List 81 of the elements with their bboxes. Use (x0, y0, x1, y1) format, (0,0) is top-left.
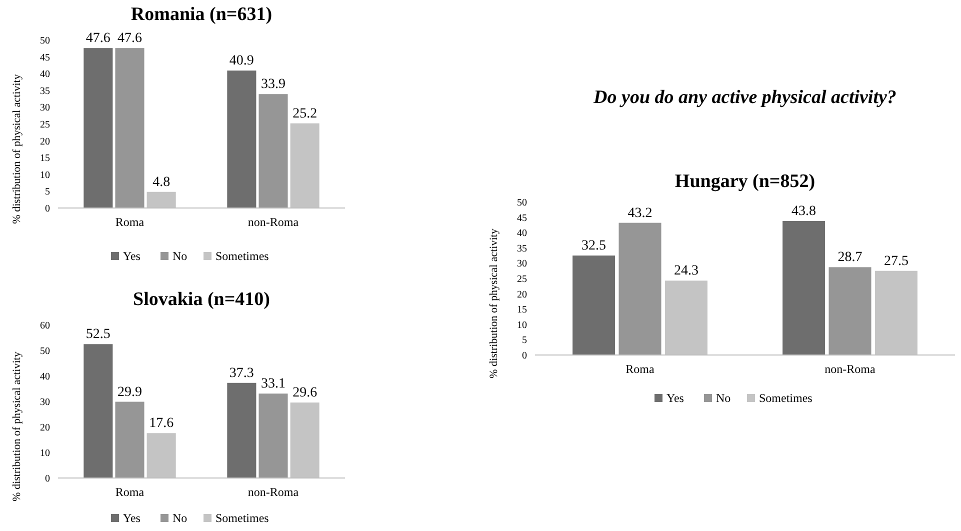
y-tick-label: 50 (40, 346, 50, 357)
data-label: 4.8 (152, 174, 170, 190)
x-tick-label: Roma (626, 362, 655, 376)
y-tick-label: 45 (517, 212, 527, 224)
y-tick-label: 35 (517, 243, 527, 254)
legend-label: No (172, 249, 188, 263)
data-label: 33.1 (261, 376, 286, 392)
y-tick-label: 10 (40, 170, 50, 181)
y-tick-label: 25 (517, 274, 527, 285)
legend-label: Yes (666, 391, 684, 405)
y-tick-label: 20 (40, 422, 50, 434)
data-label: 29.9 (118, 384, 142, 400)
y-tick-label: 5 (522, 335, 527, 346)
bar (227, 382, 256, 478)
data-label: 40.9 (229, 54, 254, 69)
data-label: 32.5 (582, 238, 606, 254)
bar (572, 256, 616, 355)
x-tick-label: non-Roma (248, 215, 300, 229)
data-label: 47.6 (118, 31, 142, 46)
y-axis-title: % distribution of physical activity (11, 351, 23, 502)
bar (84, 48, 113, 208)
y-tick-label: 35 (40, 86, 50, 97)
data-label: 52.5 (86, 327, 110, 342)
legend-label: Yes (123, 249, 141, 263)
y-tick-label: 50 (40, 36, 50, 46)
legend-label: Sometimes (759, 391, 813, 405)
data-label: 24.3 (674, 264, 698, 279)
y-axis-title: % distribution of physical activity (488, 228, 500, 378)
y-tick-label: 20 (517, 289, 527, 300)
chart-title: Slovakia (n=410) (133, 289, 270, 310)
data-label: 47.6 (86, 31, 110, 46)
y-tick-label: 20 (40, 136, 50, 148)
data-label: 17.6 (149, 416, 174, 432)
chart-title: Romania (n=631) (130, 4, 272, 25)
bar (115, 402, 144, 478)
y-tick-label: 60 (40, 320, 50, 332)
y-axis-title: % distribution of physical activity (11, 74, 23, 224)
y-tick-label: 0 (522, 350, 527, 362)
x-tick-label: Roma (115, 485, 145, 499)
text: Do you do any active physical activity? (592, 87, 896, 108)
data-label: 29.6 (292, 386, 318, 401)
bar (84, 344, 113, 478)
data-label: 43.2 (628, 206, 652, 221)
legend-label: No (716, 391, 731, 405)
y-tick-label: 30 (40, 397, 50, 408)
chart-title: Hungary (n=852) (674, 171, 816, 192)
bar (618, 222, 662, 355)
data-label: 43.8 (792, 204, 816, 219)
legend-label: Sometimes (216, 249, 270, 263)
y-tick-label: 40 (40, 372, 50, 382)
bar (115, 48, 144, 208)
bar (258, 394, 288, 478)
y-tick-label: 50 (517, 198, 527, 208)
bar (782, 220, 826, 355)
y-tick-label: 40 (40, 69, 50, 80)
data-label: 28.7 (838, 250, 862, 266)
y-tick-label: 25 (40, 120, 50, 130)
bar (227, 70, 256, 208)
y-tick-label: 40 (517, 228, 527, 240)
y-tick-label: 15 (40, 153, 50, 164)
y-tick-label: 5 (45, 186, 50, 198)
data-label: 25.2 (292, 106, 318, 122)
y-tick-label: 30 (40, 102, 50, 114)
x-tick-label: Roma (115, 215, 145, 229)
data-label: 27.5 (884, 254, 908, 269)
y-tick-label: 45 (40, 52, 50, 64)
legend-label: Yes (123, 511, 141, 525)
y-tick-label: 0 (45, 474, 50, 484)
bar (828, 267, 872, 355)
legend-label: Sometimes (216, 511, 270, 525)
data-label: 33.9 (261, 77, 286, 92)
y-tick-label: 0 (45, 204, 50, 214)
bar (258, 94, 288, 208)
legend-label: No (172, 511, 188, 525)
x-tick-label: non-Roma (824, 362, 876, 376)
y-tick-label: 15 (517, 304, 527, 316)
y-tick-label: 10 (517, 320, 527, 331)
y-tick-label: 10 (40, 448, 50, 459)
x-tick-label: non-Roma (248, 485, 300, 499)
y-tick-label: 30 (517, 258, 527, 270)
data-label: 37.3 (229, 366, 254, 381)
